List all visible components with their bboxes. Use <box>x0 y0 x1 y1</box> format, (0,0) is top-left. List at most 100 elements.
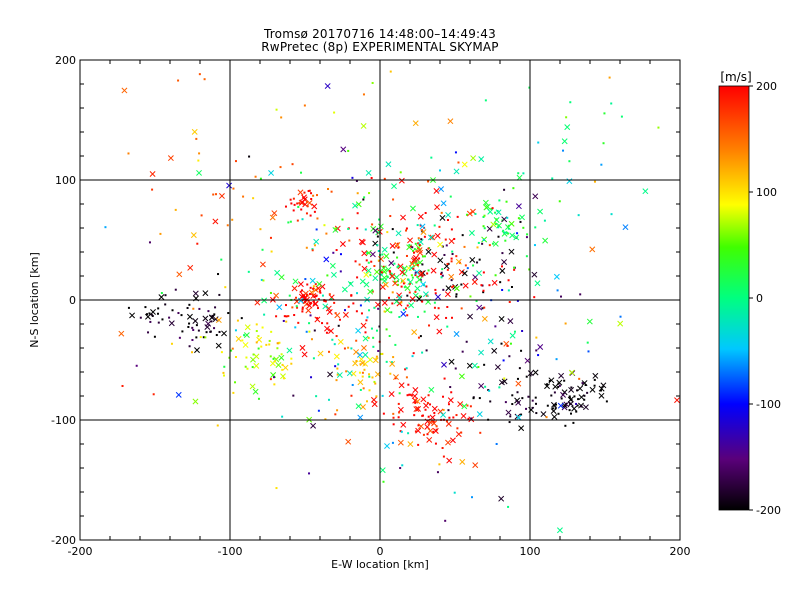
data-point-x <box>278 354 285 361</box>
data-point-dot <box>243 334 246 337</box>
data-point-dot <box>315 395 318 398</box>
data-point-x <box>301 294 308 301</box>
data-point-x <box>476 270 483 277</box>
data-point-dot <box>347 346 350 349</box>
data-point-dot <box>391 228 394 231</box>
data-point-dot <box>441 274 444 277</box>
data-point-dot <box>450 391 453 394</box>
data-point-x <box>273 292 280 299</box>
data-point-dot <box>572 421 575 424</box>
data-point-dot <box>191 326 194 329</box>
data-point-x <box>453 285 460 292</box>
data-point-dot <box>534 396 537 399</box>
data-point-dot <box>506 232 509 235</box>
data-point-dot <box>516 232 519 235</box>
data-point-dot <box>569 101 572 104</box>
data-point-x <box>268 170 275 176</box>
data-point-dot <box>268 339 271 342</box>
data-point-dot <box>483 227 486 230</box>
data-point-x <box>478 156 485 163</box>
data-point-dot <box>405 229 408 232</box>
data-point-x <box>598 385 605 392</box>
data-point-dot <box>301 218 304 221</box>
data-point-dot <box>280 353 283 356</box>
data-point-x <box>129 312 136 319</box>
data-point-dot <box>456 427 459 430</box>
data-point-dot <box>366 400 369 403</box>
data-point-x <box>466 362 473 369</box>
data-point-dot <box>374 382 377 385</box>
data-point-dot <box>309 214 312 217</box>
data-point-dot <box>417 443 420 446</box>
data-point-x <box>571 405 578 412</box>
data-point-x <box>586 318 593 325</box>
data-point-dot <box>209 330 212 333</box>
data-point-dot <box>418 295 421 298</box>
data-point-dot <box>307 190 310 193</box>
data-point-dot <box>442 395 445 398</box>
data-point-dot <box>410 274 413 277</box>
data-point-dot <box>284 205 287 208</box>
data-point-dot <box>516 377 519 380</box>
data-point-x <box>332 227 339 233</box>
data-point-dot <box>484 99 487 102</box>
data-point-dot <box>483 363 486 366</box>
data-point-x <box>275 362 282 368</box>
data-point-dot <box>304 300 307 303</box>
data-point-dot <box>222 371 225 374</box>
data-point-dot <box>426 401 429 404</box>
data-point-x <box>249 383 256 390</box>
data-point-x <box>380 265 387 272</box>
data-point-x <box>372 227 379 234</box>
data-point-dot <box>509 415 512 418</box>
data-point-x <box>363 281 370 288</box>
data-point-dot <box>482 225 485 228</box>
data-point-x <box>313 238 320 245</box>
data-point-x <box>355 327 362 334</box>
data-point-dot <box>525 375 528 378</box>
data-point-x <box>297 189 304 196</box>
data-point-dot <box>416 264 419 267</box>
data-point-x <box>121 87 128 94</box>
data-point-x <box>301 351 308 358</box>
data-point-dot <box>306 293 309 296</box>
data-point-dot <box>325 331 328 334</box>
data-point-dot <box>399 430 402 433</box>
data-point-dot <box>272 357 275 360</box>
data-point-dot <box>177 79 180 82</box>
data-point-dot <box>284 304 287 307</box>
data-point-dot <box>494 211 497 214</box>
data-point-dot <box>174 208 177 211</box>
data-point-x <box>372 357 379 364</box>
data-point-dot <box>555 358 558 361</box>
data-point-dot <box>280 116 283 119</box>
data-point-dot <box>406 394 409 397</box>
data-point-dot <box>323 224 326 227</box>
data-point-dot <box>513 266 516 269</box>
data-point-dot <box>408 282 411 285</box>
data-point-dot <box>507 505 510 508</box>
data-point-dot <box>338 318 341 321</box>
data-point-dot <box>291 163 294 166</box>
data-point-dot <box>475 299 478 302</box>
data-point-dot <box>577 398 580 401</box>
data-point-dot <box>296 202 299 205</box>
data-point-dot <box>301 306 304 309</box>
data-point-dot <box>336 367 339 370</box>
data-point-x <box>461 270 468 277</box>
data-point-dot <box>275 487 278 490</box>
data-point-dot <box>432 430 435 433</box>
data-point-dot <box>452 416 455 419</box>
data-point-x <box>433 314 440 321</box>
data-point-dot <box>371 376 374 379</box>
data-point-dot <box>269 355 272 358</box>
colorbar-tick-label: -200 <box>756 504 781 517</box>
data-point-dot <box>401 464 404 467</box>
data-point-dot <box>415 250 418 253</box>
data-point-dot <box>317 307 320 310</box>
data-point-dot <box>396 266 399 269</box>
data-point-dot <box>315 228 318 231</box>
data-point-dot <box>388 335 391 338</box>
data-point-dot <box>602 142 605 145</box>
data-point-dot <box>504 239 507 242</box>
